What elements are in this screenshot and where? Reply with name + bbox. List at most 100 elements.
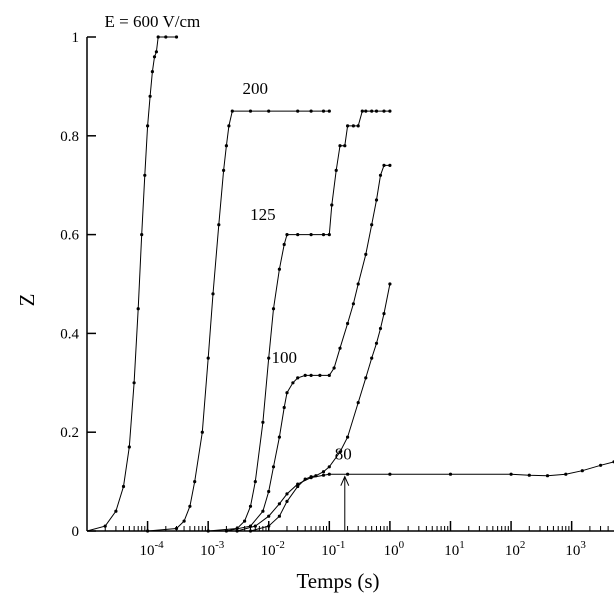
series-0-point xyxy=(143,173,147,177)
series-1-point xyxy=(222,168,226,172)
series-3-point xyxy=(282,405,286,410)
series-1-point xyxy=(248,109,253,113)
series-2-point xyxy=(338,144,342,148)
series-2-point xyxy=(282,242,286,247)
series-2-point xyxy=(356,124,360,128)
series-2-point xyxy=(271,307,276,311)
series-1-point xyxy=(211,292,215,296)
series-4-point xyxy=(356,401,360,405)
series-5-point xyxy=(509,472,513,476)
series-5-point xyxy=(388,472,392,476)
series-3-point xyxy=(338,346,342,350)
y-tick-label: 0.2 xyxy=(60,425,79,441)
series-3-point xyxy=(332,366,336,370)
series-2-point xyxy=(351,124,355,128)
series-4-point xyxy=(321,470,326,474)
series-4-point xyxy=(388,282,392,286)
curve-label: 100 xyxy=(271,348,297,367)
series-3-line xyxy=(87,164,390,532)
series-1-point xyxy=(309,109,313,113)
y-tick-label: 0.6 xyxy=(60,228,79,244)
series-3-point xyxy=(382,163,386,167)
series-1-point xyxy=(321,109,326,113)
series-0-point xyxy=(148,94,152,98)
series-3-point xyxy=(364,252,368,256)
series-3-point xyxy=(267,489,271,494)
series-5-point xyxy=(277,502,281,506)
series-0-point xyxy=(132,381,136,385)
axes: 0 0.2 0.4 0.6 0.8 1 10-4 10-3 10-2 10-1 100 101 102 1… xyxy=(60,12,614,559)
series-2-point xyxy=(370,109,374,113)
series-1-line xyxy=(87,110,330,532)
series-5-point xyxy=(321,473,326,477)
series-2-point xyxy=(330,203,334,207)
y-tick-label: 0.8 xyxy=(60,129,79,145)
series-0-point xyxy=(114,509,118,513)
series-4-point xyxy=(370,356,374,360)
series-5-point xyxy=(527,473,531,477)
series-4-point xyxy=(338,450,342,454)
y-tick-label: 0 xyxy=(72,524,80,540)
curve-label: 80 xyxy=(335,444,352,463)
series-3-point xyxy=(327,373,331,377)
x-tick-label: 100 xyxy=(384,539,405,559)
series-3-point xyxy=(271,465,276,469)
series-4-point xyxy=(382,312,386,316)
series-4-point xyxy=(378,326,383,331)
series-5-point xyxy=(448,472,453,476)
series-2-point xyxy=(277,267,281,271)
series-2-point xyxy=(382,109,386,113)
series-1-point xyxy=(296,109,300,113)
series-1-point xyxy=(188,504,192,508)
y-tick-label: 1 xyxy=(72,30,80,46)
series-1-point xyxy=(182,519,186,523)
series-2-point xyxy=(296,233,300,237)
series-0-point xyxy=(164,35,168,39)
series-2-point xyxy=(346,124,350,128)
series-3-point xyxy=(285,391,289,395)
curve-label: 125 xyxy=(250,205,276,224)
series-2-line xyxy=(87,110,390,532)
series-5-point xyxy=(599,463,603,467)
curve-label: E = 600 V/cm xyxy=(105,12,201,31)
series-2-point xyxy=(321,233,326,237)
series-4-point xyxy=(296,484,300,489)
plot-area xyxy=(86,35,614,533)
x-tick-label: 10-4 xyxy=(139,539,164,559)
series-3-point xyxy=(378,173,383,177)
series-4-point xyxy=(364,376,368,380)
series-2-point xyxy=(327,233,331,237)
series-3-point xyxy=(277,435,281,439)
series-2-point xyxy=(374,109,379,113)
series-4-point xyxy=(285,499,289,503)
series-3-point xyxy=(261,509,265,513)
series-5-point xyxy=(267,514,271,518)
series-3-point xyxy=(318,373,322,377)
series-5-point xyxy=(285,492,289,496)
series-5-point xyxy=(564,472,568,476)
series-2-point xyxy=(360,109,364,113)
series-5-point xyxy=(309,476,313,480)
y-axis-label: Z xyxy=(15,294,39,307)
series-2-point xyxy=(334,168,338,172)
series-4-point xyxy=(346,435,350,439)
series-3-point xyxy=(303,373,307,377)
x-tick-label: 10-1 xyxy=(321,539,345,559)
series-0-point xyxy=(140,233,144,237)
series-2-point xyxy=(388,109,392,113)
series-4-point xyxy=(277,514,281,518)
series-3-point xyxy=(309,373,313,377)
series-0-point xyxy=(156,35,160,39)
x-tick-label: 102 xyxy=(505,539,526,559)
y-tick-label: 0.4 xyxy=(60,326,79,342)
series-3-point xyxy=(296,376,300,380)
series-0-point xyxy=(136,307,140,311)
x-tick-label: 10-3 xyxy=(200,539,225,559)
series-2-point xyxy=(243,519,247,523)
series-2-point xyxy=(267,356,271,360)
series-5-point xyxy=(580,469,584,473)
series-5-line xyxy=(87,461,614,532)
series-5-point xyxy=(296,482,300,486)
series-3-point xyxy=(374,198,379,202)
